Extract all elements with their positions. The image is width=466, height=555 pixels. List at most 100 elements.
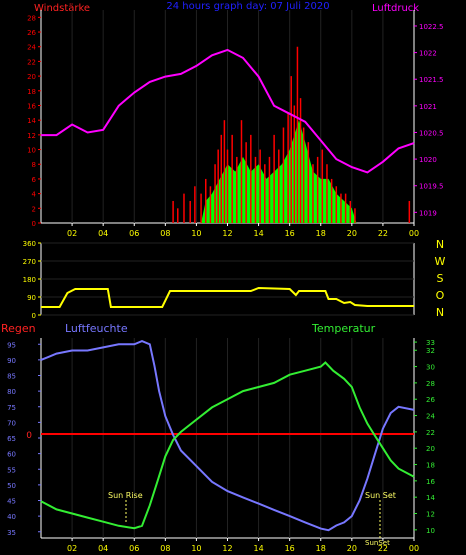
humidity-tick-label: 50 [7, 482, 16, 490]
direction-tick-label: 0 [32, 312, 36, 320]
temperature-tick-label: 32 [426, 347, 435, 355]
humidity-tick-label: 75 [7, 404, 16, 412]
wind-tick-label: 16 [27, 102, 36, 110]
humidity-tick-label: 95 [7, 341, 16, 349]
temperature-tick-label: 12 [426, 511, 435, 519]
humidity-tick-label: 80 [7, 388, 16, 396]
time-tick-label: 12 [222, 544, 232, 553]
time-tick-label: 16 [285, 229, 295, 238]
time-tick-label: 06 [129, 229, 139, 238]
humidity-tick-label: 70 [7, 419, 16, 427]
time-axis-top: 02 04 06 08 10 12 14 16 18 20 22 00 [67, 223, 419, 238]
temperature-tick-label: 18 [426, 462, 435, 470]
pressure-tick-label: 1022 [419, 50, 437, 58]
wind-tick-label: 20 [27, 73, 36, 81]
wind-tick-label: 14 [27, 117, 36, 125]
time-tick-label: 02 [67, 229, 77, 238]
direction-tick-label: 360 [23, 240, 36, 248]
time-tick-label: 02 [67, 544, 77, 553]
time-tick-label: 20 [347, 229, 357, 238]
humidity-tick-label: 45 [7, 498, 16, 506]
compass-letter: N [436, 306, 444, 319]
time-tick-label: 06 [129, 544, 139, 553]
pressure-tick-label: 1021.5 [419, 76, 444, 84]
wind-axis-title: Windstärke [34, 3, 90, 14]
pressure-axis: 1019 1019.5 1020 1020.5 1021 1021.5 1022 1022.5 [414, 23, 444, 217]
time-tick-label: 10 [191, 544, 201, 553]
humidity-temperature-panel: 35 40 45 50 55 60 65 70 75 80 85 90 95 10 12 14 16 18 20 2… [7, 338, 435, 553]
wind-tick-label: 6 [32, 176, 37, 184]
humidity-legend: Luftfeuchte [65, 322, 128, 335]
wind-tick-label: 24 [27, 44, 36, 52]
wind-tick-label: 10 [27, 147, 36, 155]
time-tick-label: 10 [191, 229, 201, 238]
time-tick-label: 18 [316, 544, 326, 553]
wind-tick-label: 2 [32, 205, 36, 213]
temperature-tick-label: 30 [426, 364, 435, 372]
temperature-tick-label: 16 [426, 478, 435, 486]
sunrise-annotation: Sun Rise [108, 491, 143, 500]
wind-tick-label: 0 [32, 220, 36, 228]
pressure-line [41, 48, 415, 174]
humidity-tick-label: 90 [7, 357, 16, 365]
direction-tick-label: 90 [27, 294, 36, 302]
time-tick-label: 04 [98, 544, 108, 553]
time-tick-label: 22 [378, 544, 388, 553]
pressure-axis-title: Luftdruck [372, 3, 419, 14]
temperature-line [40, 361, 415, 530]
time-tick-label: 12 [222, 229, 232, 238]
chart-title: 24 hours graph day: 07 Juli 2020 [166, 1, 329, 12]
temperature-tick-label: 20 [426, 445, 435, 453]
temperature-tick-label: 10 [426, 527, 435, 535]
time-tick-label: 22 [378, 229, 388, 238]
wind-tick-label: 12 [27, 132, 36, 140]
temperature-legend: Temperatur [311, 322, 376, 335]
time-tick-label: 14 [253, 544, 263, 553]
pressure-tick-label: 1020 [419, 156, 437, 164]
time-tick-label: 20 [347, 544, 357, 553]
humidity-line [40, 340, 415, 532]
temperature-tick-label: 22 [426, 429, 435, 437]
time-tick-label: 18 [316, 229, 326, 238]
compass-letter: S [437, 272, 444, 285]
time-axis-bottom: 02 04 06 08 10 12 14 16 18 20 22 00 [67, 538, 419, 553]
pressure-tick-label: 1019.5 [419, 183, 444, 191]
temperature-tick-label: 14 [426, 494, 435, 502]
direction-axis: 0 90 180 270 360 [23, 240, 41, 320]
wind-tick-label: 18 [27, 88, 36, 96]
humidity-tick-label: 35 [7, 529, 16, 537]
pressure-tick-label: 1021 [419, 103, 437, 111]
direction-tick-label: 270 [23, 258, 36, 266]
humidity-tick-label: 65 [7, 435, 16, 443]
time-tick-label: 04 [98, 229, 108, 238]
humidity-axis: 35 40 45 50 55 60 65 70 75 80 85 90 95 [7, 341, 41, 537]
time-tick-label: 08 [160, 544, 170, 553]
rain-zero-label: 0 [26, 431, 32, 441]
temperature-tick-label: 28 [426, 380, 435, 388]
wind-tick-label: 4 [32, 191, 37, 199]
temperature-tick-label: 33 [426, 339, 435, 347]
temperature-tick-label: 24 [426, 413, 435, 421]
wind-tick-label: 22 [27, 58, 36, 66]
compass-letter: W [435, 255, 446, 268]
pressure-tick-label: 1020.5 [419, 129, 444, 137]
time-tick-label: 14 [253, 229, 263, 238]
sunset-axis-annotation: SunSet [365, 539, 390, 547]
humidity-tick-label: 85 [7, 373, 16, 381]
wind-tick-label: 28 [27, 14, 36, 22]
pressure-tick-label: 1019 [419, 209, 437, 217]
humidity-tick-label: 55 [7, 466, 16, 474]
time-tick-label: 00 [409, 229, 419, 238]
humidity-tick-label: 40 [7, 513, 16, 521]
wind-tick-label: 8 [32, 161, 36, 169]
temperature-tick-label: 26 [426, 396, 435, 404]
rain-legend: Regen [1, 322, 36, 335]
time-tick-label: 16 [285, 544, 295, 553]
compass-letter: N [436, 238, 444, 251]
